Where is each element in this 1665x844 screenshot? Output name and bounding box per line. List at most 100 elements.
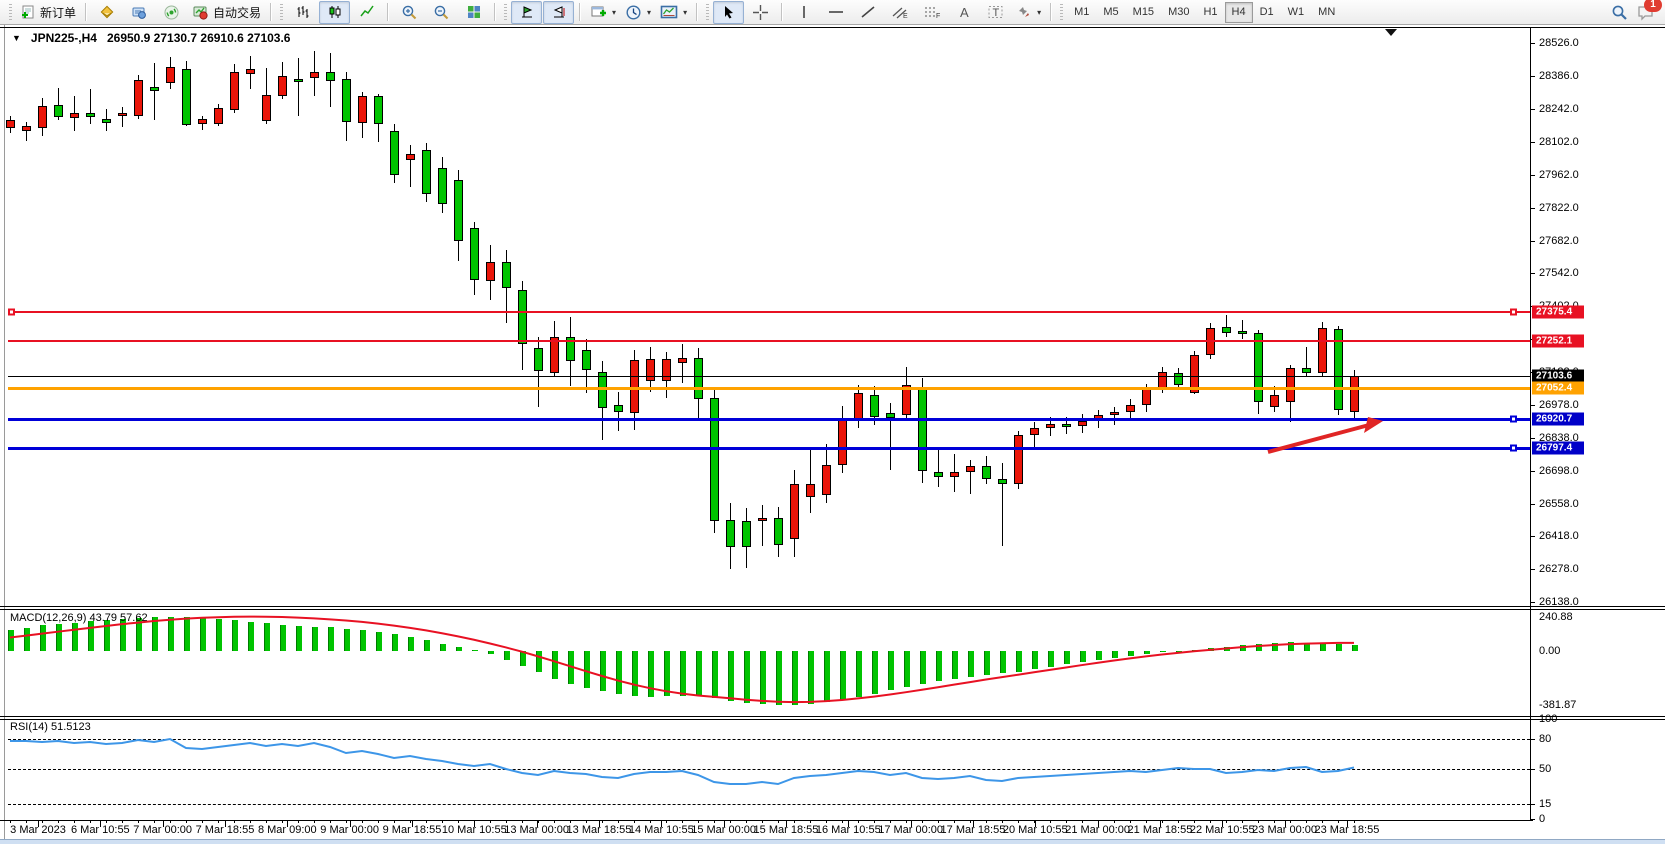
- toolbar-grip[interactable]: [504, 4, 508, 20]
- time-label[interactable]: 3 Mar 2023: [10, 824, 66, 836]
- cursor-button[interactable]: [713, 0, 745, 24]
- timeframe-M1[interactable]: M1: [1074, 6, 1090, 18]
- time-label[interactable]: 9 Mar 18:55: [382, 824, 442, 836]
- equidistant-channel-button[interactable]: E: [884, 1, 915, 24]
- new-order-button[interactable]: 新订单: [16, 1, 80, 24]
- line-handle[interactable]: [1510, 308, 1517, 316]
- time-label[interactable]: 13 Mar 18:55: [566, 824, 632, 836]
- clock-icon: [626, 4, 641, 20]
- macd-histogram-bar: [1112, 651, 1118, 658]
- time-label[interactable]: 15 Mar 18:55: [753, 824, 819, 836]
- candle-wick: [90, 88, 91, 124]
- timeframe-M5[interactable]: M5: [1103, 6, 1119, 18]
- timeframe-H1[interactable]: H1: [1203, 6, 1218, 18]
- time-label[interactable]: 9 Mar 00:00: [320, 824, 379, 836]
- time-label[interactable]: 15 Mar 00:00: [691, 824, 757, 836]
- new-chart-button[interactable]: ▾: [586, 1, 620, 24]
- time-label[interactable]: 23 Mar 00:00: [1252, 824, 1318, 836]
- auto-scroll-button[interactable]: [511, 0, 543, 24]
- candles-chart-button[interactable]: [319, 0, 351, 24]
- fibonacci-button[interactable]: F: [916, 1, 947, 24]
- time-label[interactable]: 14 Mar 10:55: [628, 824, 694, 836]
- search-icon[interactable]: [1611, 4, 1628, 21]
- periods-button[interactable]: ▾: [621, 1, 655, 24]
- macd-histogram-bar: [600, 651, 606, 692]
- macd-histogram-bar: [440, 643, 446, 651]
- time-label[interactable]: 20 Mar 10:55: [1002, 824, 1068, 836]
- timeframe-H4[interactable]: H4: [1224, 1, 1253, 23]
- panel-separator: [0, 719, 1665, 720]
- vertical-line-button[interactable]: [788, 1, 819, 24]
- macd-axis-label: 240.88: [1539, 610, 1573, 623]
- time-label[interactable]: 16 Mar 10:55: [815, 824, 881, 836]
- one-click-caret-icon[interactable]: ▼: [12, 33, 21, 43]
- time-minor-tick: [602, 820, 603, 823]
- crosshair-button[interactable]: [745, 1, 776, 24]
- time-major-tick: [972, 820, 974, 827]
- bars-chart-button[interactable]: [287, 1, 318, 24]
- horizontal-line-button[interactable]: [820, 1, 851, 24]
- signals-button[interactable]: [156, 1, 187, 24]
- line-handle[interactable]: [8, 308, 15, 316]
- horizontal-line-27103.6[interactable]: [8, 375, 1530, 377]
- time-label[interactable]: 21 Mar 18:55: [1127, 824, 1193, 836]
- market-watch-button[interactable]: [92, 1, 123, 24]
- toolbar-grip[interactable]: [9, 4, 12, 20]
- time-label[interactable]: 10 Mar 10:55: [441, 824, 507, 836]
- horizontal-line-27375.4[interactable]: [8, 311, 1530, 314]
- time-label[interactable]: 8 Mar 09:00: [257, 824, 317, 836]
- toolbar-grip[interactable]: [706, 4, 710, 20]
- arrows-icon: [1019, 7, 1030, 17]
- line-handle[interactable]: [1510, 415, 1517, 423]
- time-label[interactable]: 6 Mar 10:55: [70, 824, 130, 836]
- toolbar-grip[interactable]: [1060, 4, 1064, 20]
- time-minor-tick: [842, 820, 843, 823]
- arrows-button[interactable]: ▾: [1012, 1, 1045, 24]
- rsi-axis-label: 15: [1539, 798, 1552, 810]
- macd-histogram-bar: [520, 651, 526, 666]
- zoom-in-button[interactable]: [394, 1, 425, 24]
- time-label[interactable]: 7 Mar 00:00: [133, 824, 193, 836]
- time-label[interactable]: 13 Mar 00:00: [504, 824, 570, 836]
- timeframe-group: M1 M5 M15 M30 H1 H4 D1 W1 MN: [1067, 1, 1342, 23]
- time-label[interactable]: 7 Mar 18:55: [195, 824, 255, 836]
- time-minor-tick: [42, 820, 43, 823]
- horizontal-line-27052.4[interactable]: [8, 386, 1530, 390]
- time-label[interactable]: 17 Mar 00:00: [878, 824, 944, 836]
- toolbar-grip[interactable]: [280, 4, 284, 20]
- macd-histogram-bar: [616, 651, 622, 695]
- time-label[interactable]: 21 Mar 00:00: [1065, 824, 1131, 836]
- candle: [1078, 420, 1087, 426]
- horizontal-line-27252.1[interactable]: [8, 340, 1530, 343]
- timeframe-MN[interactable]: MN: [1318, 6, 1336, 18]
- horizontal-line-26797.4[interactable]: [8, 446, 1530, 450]
- timeframe-W1[interactable]: W1: [1287, 6, 1305, 18]
- candle: [166, 66, 175, 84]
- time-label[interactable]: 23 Mar 18:55: [1314, 824, 1380, 836]
- timeframe-M30[interactable]: M30: [1168, 6, 1190, 18]
- timeframe-M15[interactable]: M15: [1132, 6, 1155, 18]
- time-label[interactable]: 17 Mar 18:55: [940, 824, 1006, 836]
- trendline-button[interactable]: [852, 1, 883, 24]
- tile-windows-button[interactable]: [458, 1, 489, 24]
- candle: [1334, 328, 1343, 410]
- templates-button[interactable]: ▾: [656, 1, 691, 24]
- auto-trading-button[interactable]: 自动交易: [188, 1, 265, 24]
- text-button[interactable]: A: [948, 1, 979, 24]
- time-major-tick: [224, 820, 226, 827]
- text-label-button[interactable]: T: [980, 1, 1011, 24]
- line-chart-button[interactable]: [351, 1, 382, 24]
- candle: [1142, 388, 1151, 405]
- timeframe-D1[interactable]: D1: [1259, 6, 1274, 18]
- price-tick-label: 27542.0: [1539, 267, 1579, 280]
- time-minor-tick: [1018, 820, 1019, 823]
- navigator-button[interactable]: [124, 1, 155, 24]
- chart-shift-button[interactable]: [543, 0, 575, 24]
- time-major-tick: [411, 820, 413, 827]
- horizontal-line-26920.7[interactable]: [8, 417, 1530, 421]
- time-label[interactable]: 22 Mar 10:55: [1189, 824, 1255, 836]
- zoom-out-button[interactable]: [426, 1, 457, 24]
- line-handle[interactable]: [1510, 444, 1517, 452]
- right-shift-marker[interactable]: [1385, 29, 1397, 36]
- notifications-button[interactable]: 1: [1636, 0, 1662, 21]
